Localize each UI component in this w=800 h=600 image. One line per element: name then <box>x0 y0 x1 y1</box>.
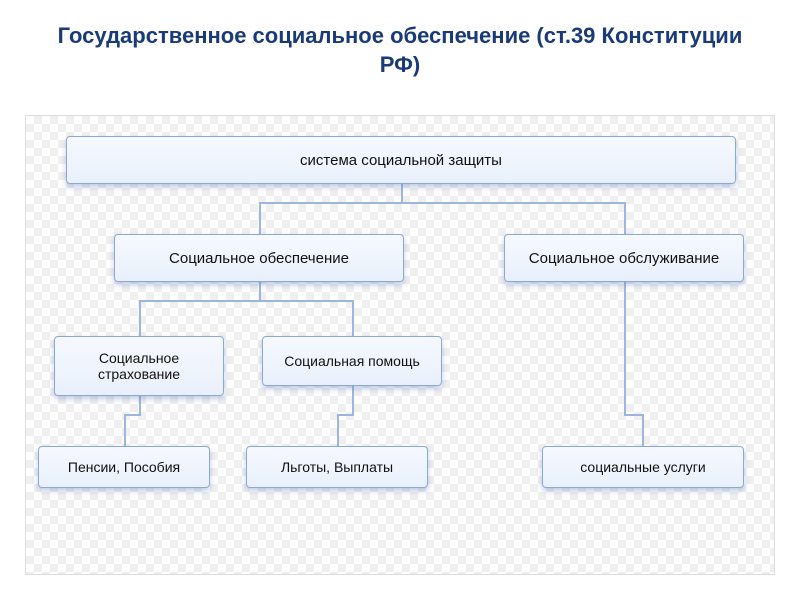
connector <box>624 202 626 234</box>
connector <box>337 414 354 416</box>
connector <box>624 282 626 414</box>
connector <box>259 282 261 300</box>
page-title: Государственное социальное обеспечение (… <box>0 0 800 89</box>
connector <box>139 300 141 336</box>
connector <box>352 300 354 336</box>
connector <box>124 414 141 416</box>
node-social-service: Социальное обслуживание <box>504 234 744 282</box>
connector <box>642 414 644 446</box>
node-root: система социальной защиты <box>66 136 736 184</box>
node-social-insurance: Социальное страхование <box>54 336 224 396</box>
connector <box>352 386 354 414</box>
diagram-canvas: система социальной защиты Социальное обе… <box>25 115 775 575</box>
node-benefits: Льготы, Выплаты <box>246 446 428 488</box>
connector <box>124 414 126 446</box>
node-social-security: Социальное обеспечение <box>114 234 404 282</box>
connector <box>337 414 339 446</box>
connector <box>139 396 141 414</box>
node-social-help: Социальная помощь <box>262 336 442 386</box>
connector <box>139 300 354 302</box>
connector <box>401 184 403 202</box>
connector <box>259 202 626 204</box>
node-social-services: социальные услуги <box>542 446 744 488</box>
connector <box>624 414 644 416</box>
connector <box>259 202 261 234</box>
node-pensions: Пенсии, Пособия <box>38 446 210 488</box>
